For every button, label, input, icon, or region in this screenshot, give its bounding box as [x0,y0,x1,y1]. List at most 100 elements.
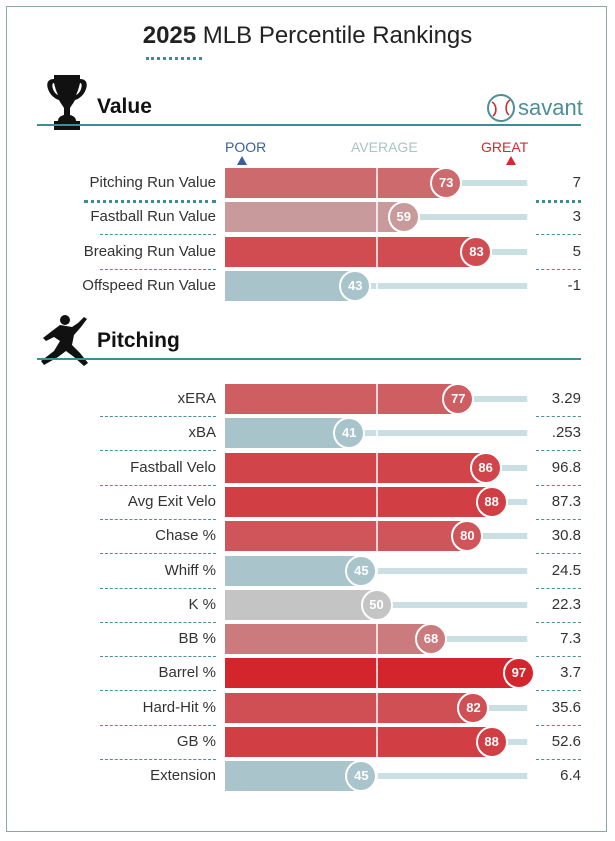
percentile-bar [225,237,477,267]
scale-gridline [375,521,378,551]
metric-value: 22.3 [551,596,581,613]
percentile-bar [225,487,492,517]
metric-value: .253 [551,424,581,441]
percentile-bar [225,521,468,551]
row-separator [536,588,581,589]
scale-gridline [375,271,378,301]
percentile-bar [225,658,519,688]
scale-gridline [375,624,378,654]
row-separator [100,656,216,657]
metric-label: GB % [176,733,216,750]
percentile-badge: 82 [457,692,490,724]
row-separator [100,553,216,554]
scale-gridline [527,590,529,620]
scale-gridline [375,418,378,448]
scale-gridline [375,168,378,198]
percentile-bar [225,727,492,757]
row-separator [100,759,216,760]
metric-label: xBA [188,424,216,441]
metric-label: K % [188,596,216,613]
row-separator [84,200,216,203]
scale-gridline [375,727,378,757]
row-separator [100,690,216,691]
percentile-badge: 73 [430,167,463,199]
percentile-badge: 88 [475,486,508,518]
percentile-bar [225,384,459,414]
percentile-badge: 59 [387,201,420,233]
metric-value: 87.3 [551,493,581,510]
metric-value: 3.29 [551,390,581,407]
scale-gridline [527,624,529,654]
row-separator [100,450,216,451]
chart-title: 2025 MLB Percentile Rankings [0,22,615,50]
poor-marker-icon [237,156,247,165]
percentile-badge: 86 [469,452,502,484]
percentile-badge: 77 [442,383,475,415]
title-text: MLB Percentile Rankings [202,22,473,49]
scale-gridline [527,271,529,301]
brand-name: savant [518,95,583,120]
row-separator [536,759,581,760]
pitcher-icon [41,315,88,366]
row-separator [100,234,216,235]
percentile-badge: 68 [415,623,448,655]
scale-gridline [527,453,529,483]
row-separator [100,485,216,486]
scale-gridline [527,202,529,232]
row-separator [100,519,216,520]
percentile-bar [225,453,486,483]
percentile-badge: 45 [345,555,378,587]
metric-value: 30.8 [551,527,581,544]
percentile-badge: 50 [360,589,393,621]
scale-gridline [527,556,529,586]
metric-label: Hard-Hit % [142,699,216,716]
scale-gridline [375,384,378,414]
scale-gridline [375,237,378,267]
metric-value: 3.7 [560,664,581,681]
row-separator [536,690,581,691]
scale-gridline [527,727,529,757]
scale-gridline [527,237,529,267]
section-divider-value [37,124,581,126]
percentile-bar [225,761,362,791]
percentile-bar [225,556,362,586]
row-separator [536,269,581,270]
row-separator [100,725,216,726]
metric-label: Pitching Run Value [89,174,216,191]
metric-label: Breaking Run Value [83,243,216,260]
metric-value: 6.4 [560,767,581,784]
metric-value: 96.8 [551,459,581,476]
metric-value: 7.3 [560,630,581,647]
title-year: 2025 [142,22,197,49]
metric-value: 24.5 [551,562,581,579]
percentile-bar [225,202,404,232]
percentile-badge: 80 [451,520,484,552]
metric-label: Avg Exit Velo [127,493,216,510]
row-separator [536,234,581,235]
row-separator [536,622,581,623]
percentile-bar [225,168,447,198]
section-divider-pitching [37,358,581,360]
metric-label: Fastball Run Value [90,208,216,225]
percentile-badge: 45 [345,760,378,792]
metric-label: Whiff % [164,562,216,579]
metric-label: Fastball Velo [130,459,216,476]
percentile-badge: 83 [460,236,493,268]
metric-value: 7 [572,174,581,191]
baseball-icon [487,94,515,122]
percentile-badge: 88 [475,726,508,758]
row-separator [536,200,581,203]
great-marker-icon [506,156,516,165]
trophy-icon [47,75,87,130]
row-separator [536,416,581,417]
section-title-value: Value [97,95,152,118]
metric-label: BB % [178,630,216,647]
scale-gridline [527,693,529,723]
metric-label: Extension [150,767,216,784]
percentile-bar [225,271,356,301]
row-separator [536,725,581,726]
percentile-bar [225,693,474,723]
percentile-badge: 97 [502,657,535,689]
metric-label: Barrel % [158,664,216,681]
metric-value: -1 [567,277,581,294]
